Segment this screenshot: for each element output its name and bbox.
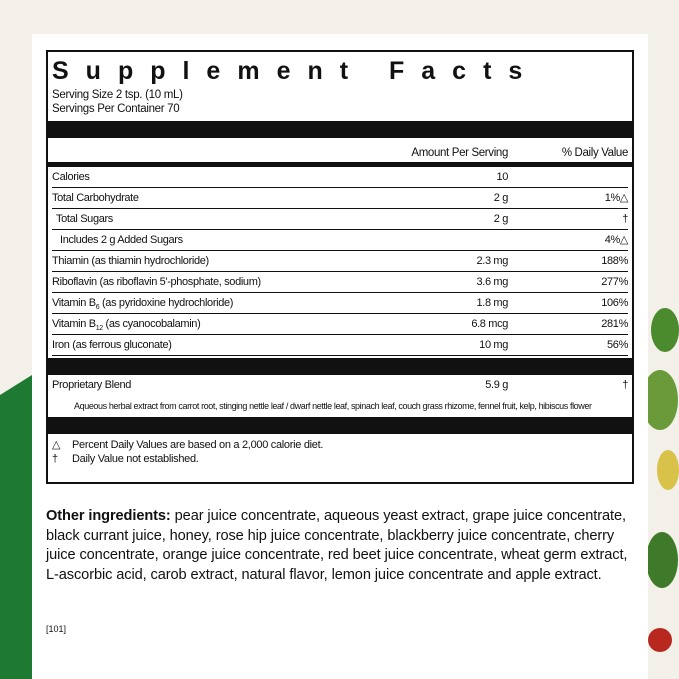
label-card bbox=[32, 34, 648, 679]
row-dv: 281% bbox=[601, 318, 628, 330]
row-dv: 56% bbox=[607, 339, 628, 351]
row-name-part: (as pyridoxine hydrochloride) bbox=[99, 297, 234, 309]
footnote-text: Daily Value not established. bbox=[72, 453, 199, 465]
row-name-part: Vitamin B bbox=[52, 297, 96, 309]
table-row: Thiamin (as thiamin hydrochloride) 2.3 mg… bbox=[52, 251, 628, 272]
row-name: Total Sugars bbox=[56, 213, 113, 225]
table-row: Calories 10 bbox=[52, 167, 628, 188]
row-amount: 10 bbox=[496, 171, 508, 183]
row-amount: 6.8 mcg bbox=[471, 318, 508, 330]
triangle-symbol: △ bbox=[52, 439, 61, 451]
row-name-subscript: 12 bbox=[95, 325, 103, 333]
row-amount: 5.9 g bbox=[485, 379, 508, 391]
row-dv: 4%△ bbox=[604, 234, 629, 246]
row-amount bbox=[388, 230, 508, 250]
row-name: Total Carbohydrate bbox=[52, 192, 139, 204]
row-name: Iron (as ferrous gluconate) bbox=[52, 339, 172, 351]
row-amount: 10 mg bbox=[479, 339, 508, 351]
footnote-text: Percent Daily Values are based on a 2,00… bbox=[72, 439, 324, 451]
dv-header: % Daily Value bbox=[561, 147, 629, 159]
row-dv: 106% bbox=[601, 297, 628, 309]
table-row: Total Sugars 2 g † bbox=[52, 209, 628, 230]
table-row: Proprietary Blend 5.9 g † bbox=[52, 375, 628, 396]
row-name: Includes 2 g Added Sugars bbox=[60, 234, 183, 246]
herb-illustration bbox=[642, 308, 679, 652]
amount-header: Amount Per Serving bbox=[411, 147, 508, 159]
footnote: † Daily Value not established. bbox=[52, 452, 628, 466]
divider bbox=[48, 358, 632, 375]
panel-title: Supplement Facts bbox=[52, 57, 540, 85]
row-name-part: (as cyanocobalamin) bbox=[102, 318, 201, 330]
row-name: Vitamin B12 (as cyanocobalamin) bbox=[52, 314, 388, 334]
row-name-subscript: 6 bbox=[95, 304, 100, 312]
label-code: [101] bbox=[46, 624, 67, 634]
row-dv: 1%△ bbox=[604, 192, 629, 204]
row-amount: 2 g bbox=[493, 213, 509, 225]
dagger-symbol: † bbox=[52, 453, 58, 465]
row-name: Calories bbox=[52, 171, 90, 183]
column-headers: Amount Per Serving % Daily Value bbox=[52, 138, 628, 162]
row-name: Riboflavin (as riboflavin 5'-phosphate, … bbox=[52, 276, 261, 288]
row-dv: † bbox=[622, 213, 628, 225]
divider bbox=[48, 162, 632, 167]
row-dv: 277% bbox=[601, 276, 628, 288]
row-name-part: Vitamin B bbox=[52, 318, 96, 330]
table-row: Riboflavin (as riboflavin 5'-phosphate, … bbox=[52, 272, 628, 293]
row-dv: † bbox=[622, 379, 628, 391]
table-row: Total Carbohydrate 2 g 1%△ bbox=[52, 188, 628, 209]
table-row: Iron (as ferrous gluconate) 10 mg 56% bbox=[52, 335, 628, 356]
row-name: Thiamin (as thiamin hydrochloride) bbox=[52, 255, 209, 267]
row-dv: 188% bbox=[601, 255, 628, 267]
table-row: Vitamin B6 (as pyridoxine hydrochloride)… bbox=[52, 293, 628, 314]
servings-per-container: Servings Per Container 70 bbox=[52, 103, 180, 115]
other-ingredients-label: Other ingredients: bbox=[46, 508, 171, 524]
blend-ingredients: Aqueous herbal extract from carrot root,… bbox=[74, 401, 592, 411]
row-amount: 2.3 mg bbox=[476, 255, 508, 267]
row-amount: 2 g bbox=[493, 192, 509, 204]
other-ingredients: Other ingredients: pear juice concentrat… bbox=[46, 507, 636, 585]
table-row: Vitamin B12 (as cyanocobalamin) 6.8 mcg 28… bbox=[52, 314, 628, 335]
serving-size: Serving Size 2 tsp. (10 mL) bbox=[52, 89, 183, 101]
footnote: △ Percent Daily Values are based on a 2,0… bbox=[52, 438, 628, 452]
row-amount: 3.6 mg bbox=[476, 276, 508, 288]
row-amount: 1.8 mg bbox=[476, 297, 508, 309]
other-ingredients-text: pear juice concentrate, aqueous yeast ex… bbox=[46, 508, 628, 583]
divider bbox=[48, 121, 632, 138]
supplement-facts-panel: Supplement Facts Serving Size 2 tsp. (10… bbox=[46, 50, 634, 484]
row-dv bbox=[508, 167, 628, 187]
row-name: Vitamin B6 (as pyridoxine hydrochloride) bbox=[52, 293, 388, 313]
table-row: Includes 2 g Added Sugars 4%△ bbox=[52, 230, 628, 251]
divider bbox=[48, 417, 632, 434]
row-name: Proprietary Blend bbox=[52, 379, 132, 391]
